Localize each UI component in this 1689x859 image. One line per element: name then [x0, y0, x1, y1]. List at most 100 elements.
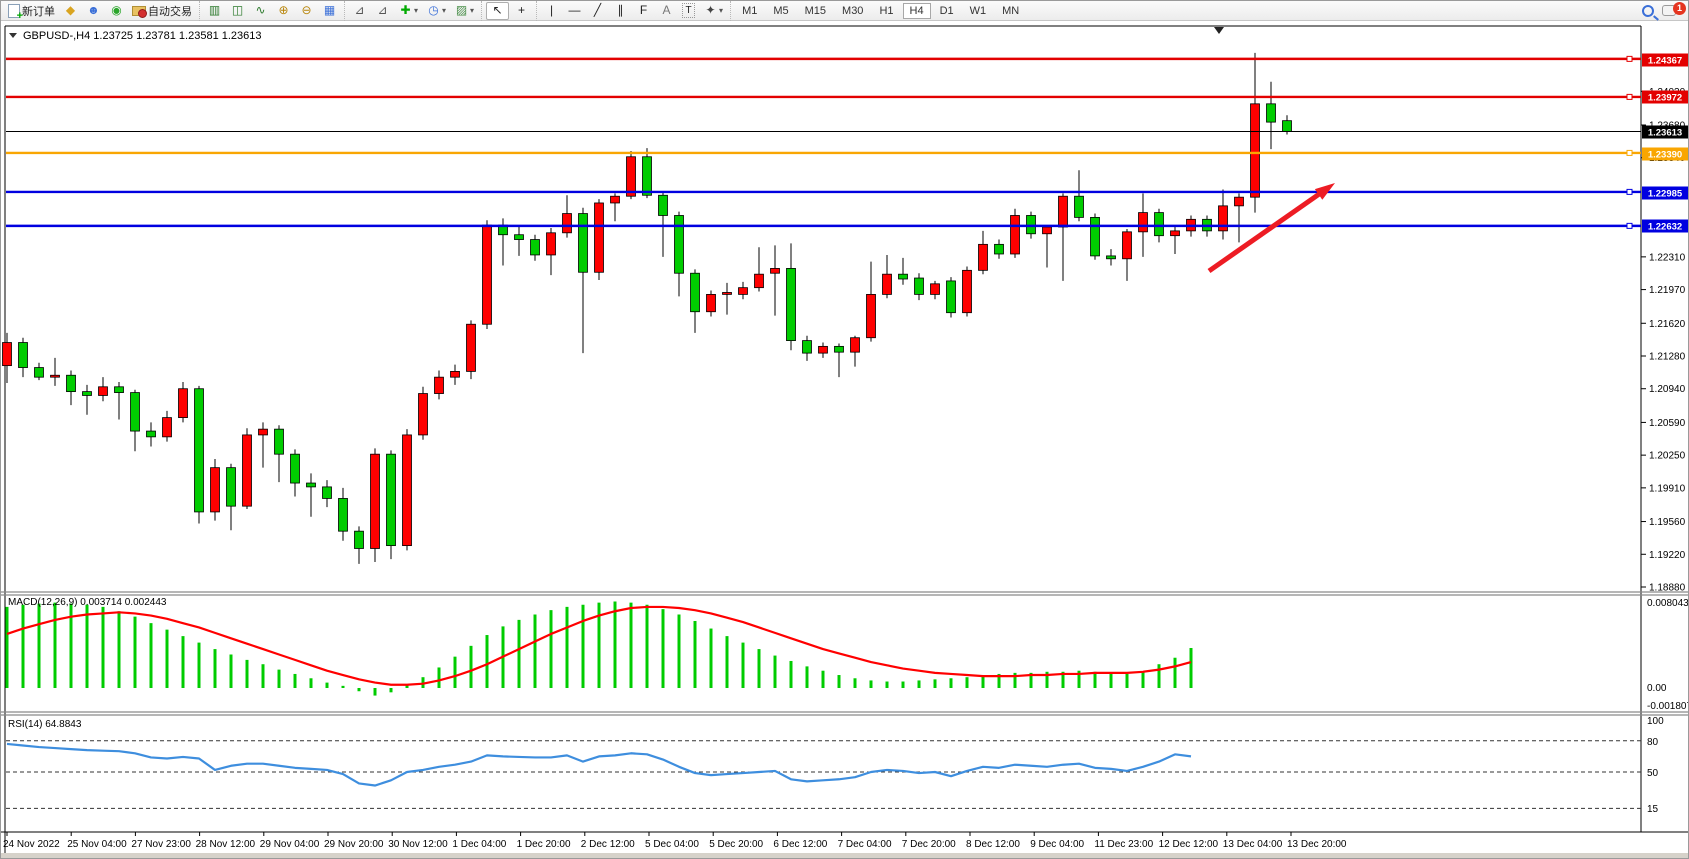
candle	[1218, 205, 1228, 232]
add-indicator-button[interactable]: ✚ ▾	[395, 2, 421, 20]
signal-button[interactable]: ◉	[106, 2, 127, 20]
timeframe-M5[interactable]: M5	[773, 4, 789, 17]
timeframe-W1[interactable]: W1	[969, 4, 987, 17]
candle	[130, 392, 140, 432]
arrows-button[interactable]: ✦ ▾	[700, 2, 726, 20]
line-handle[interactable]	[1626, 188, 1633, 195]
candle	[898, 273, 908, 280]
price-tick: 1.22310	[1649, 252, 1686, 263]
svg-text:1.23613: 1.23613	[1648, 128, 1682, 139]
horizontal-line-button[interactable]: —	[564, 2, 585, 20]
candlestick-chart-button[interactable]: ◫	[227, 2, 248, 20]
svg-text:1.23972: 1.23972	[1648, 93, 1682, 104]
candle	[786, 268, 796, 342]
text-button[interactable]: A	[656, 2, 677, 20]
crosshair-icon: +	[518, 3, 526, 17]
channel-button[interactable]: ∥	[610, 2, 631, 20]
price-tick: 1.19220	[1649, 550, 1686, 561]
auto-trading-button[interactable]: 自动交易	[129, 2, 195, 20]
line-handle[interactable]	[1626, 93, 1633, 100]
crosshair-button[interactable]: +	[511, 2, 532, 20]
tile-windows-icon: ▦	[323, 3, 336, 17]
candle	[722, 292, 732, 295]
macd-label: MACD(12,26,9) 0.003714 0.002443	[8, 597, 167, 608]
timeframe-MN[interactable]: MN	[1002, 4, 1020, 17]
time-tick: 5 Dec 20:00	[709, 839, 763, 850]
time-tick: 8 Dec 12:00	[966, 839, 1020, 850]
rsi-level-80: 80	[1647, 737, 1659, 748]
candle	[354, 530, 364, 549]
bar-chart-button[interactable]: ▥	[204, 2, 225, 20]
profile-button[interactable]: ☻	[83, 2, 104, 20]
template-button[interactable]: ▨ ▾	[451, 2, 477, 20]
price-line-badge-support2: 1.22632	[1642, 219, 1688, 233]
horizontal-line-icon: —	[568, 3, 581, 17]
tile-windows-button[interactable]: ▦	[319, 2, 340, 20]
timeframe-group: M1 M5 M15 M30 H1 H4 D1 W1 MN	[730, 1, 1030, 21]
symbol-dropdown-icon[interactable]	[9, 33, 17, 38]
candle	[1234, 196, 1244, 207]
new-order-button[interactable]: 新订单	[5, 2, 58, 22]
zoom-in-button[interactable]: ⊕	[273, 2, 294, 20]
candle	[370, 453, 380, 549]
fibonacci-icon: F	[639, 3, 648, 17]
trendline-button[interactable]: ╱	[587, 2, 608, 20]
chevron-down-icon: ▾	[442, 6, 447, 15]
indicators-button[interactable]: ⊿	[349, 2, 370, 20]
candle	[306, 482, 316, 488]
timeframe-H1[interactable]: H1	[879, 4, 894, 17]
time-tick: 28 Nov 12:00	[196, 839, 256, 850]
new-order-icon	[8, 3, 23, 22]
trend-arrow-head[interactable]	[1314, 183, 1335, 200]
trend-arrow[interactable]	[1207, 187, 1327, 274]
timeframe-D1[interactable]: D1	[939, 4, 954, 17]
vertical-line-button[interactable]: |	[541, 2, 562, 20]
candle	[914, 277, 924, 295]
rsi-label: RSI(14) 64.8843	[8, 719, 82, 730]
template-icon: ▨	[455, 3, 468, 17]
line-handle[interactable]	[1626, 222, 1633, 229]
text-label-icon: T	[682, 3, 696, 18]
line-handle[interactable]	[1626, 55, 1633, 62]
bar-chart-icon: ▥	[208, 3, 221, 17]
price-tick: 1.20940	[1649, 384, 1686, 395]
line-handle[interactable]	[1626, 149, 1633, 156]
trendline-icon: ╱	[593, 3, 602, 17]
search-icon[interactable]	[1642, 4, 1654, 17]
price-line-badge-orange: 1.23390	[1642, 147, 1688, 161]
candle	[210, 467, 220, 513]
notification-badge[interactable]: 1	[1673, 2, 1686, 15]
time-tick: 13 Dec 04:00	[1223, 839, 1283, 850]
candle	[546, 232, 556, 256]
fibonacci-button[interactable]: F	[633, 2, 654, 20]
text-label-button[interactable]: T	[679, 2, 698, 20]
time-tick: 24 Nov 2022	[3, 839, 60, 850]
timeframe-M15[interactable]: M15	[804, 4, 827, 17]
indicator-window-button[interactable]: ⊿	[372, 2, 393, 20]
candle	[194, 388, 204, 513]
candle	[610, 195, 620, 204]
indicator-group: ⊿ ⊿ ✚ ▾ ◷ ▾ ▨ ▾	[344, 1, 481, 21]
timeframe-M1[interactable]: M1	[742, 4, 758, 17]
zoom-out-button[interactable]: ⊖	[296, 2, 317, 20]
styles-button[interactable]: ◆	[60, 2, 81, 20]
candle	[978, 243, 988, 271]
rsi-level-100: 100	[1647, 716, 1664, 727]
candle	[322, 486, 332, 499]
channel-icon: ∥	[617, 3, 624, 17]
chart-shift-marker[interactable]	[1214, 27, 1224, 34]
indicators-icon: ⊿	[354, 3, 365, 17]
cursor-button[interactable]: ↖	[486, 1, 510, 20]
candle	[418, 393, 428, 436]
timeframe-H4[interactable]: H4	[902, 2, 931, 19]
line-chart-button[interactable]: ∿	[250, 2, 271, 20]
candle	[1058, 195, 1068, 228]
macd-signal-line	[6, 605, 1192, 686]
current-price-badge: 1.23613	[1642, 125, 1688, 139]
time-tick: 30 Nov 12:00	[388, 839, 448, 850]
candle	[562, 213, 572, 234]
timeframe-M30[interactable]: M30	[842, 4, 864, 17]
period-button[interactable]: ◷ ▾	[423, 2, 449, 20]
candle	[66, 374, 76, 393]
